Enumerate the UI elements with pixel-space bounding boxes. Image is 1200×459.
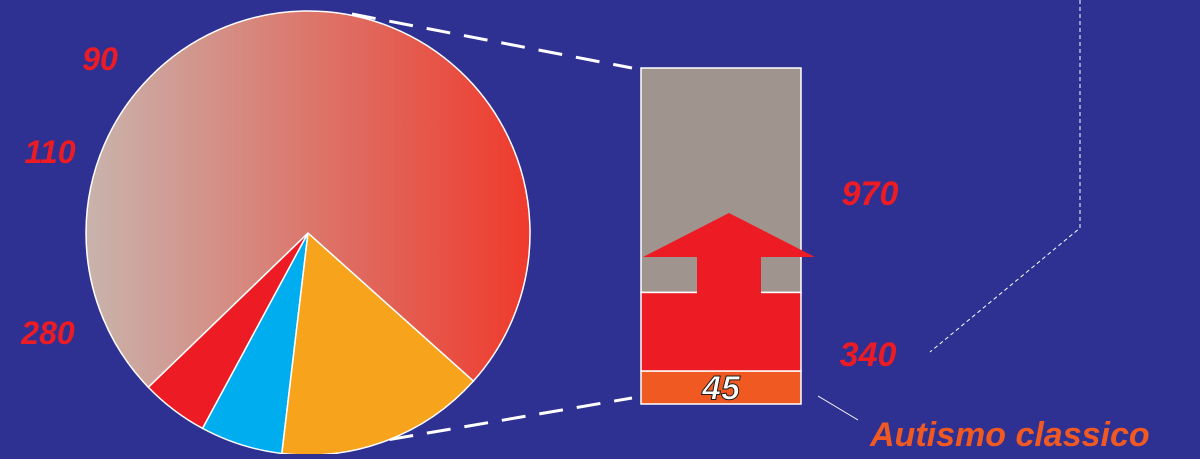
pie-label-110: 110: [24, 134, 75, 170]
pie-chart: [85, 10, 531, 456]
annotation-pointer: [817, 395, 859, 421]
pie-label-90: 90: [82, 41, 118, 77]
increase-arrow: [643, 213, 815, 313]
annotation-autismo-classico: Autismo classico: [869, 416, 1150, 454]
bracket-line: [929, 0, 1081, 353]
bar-label-340: 340: [840, 336, 897, 374]
connector-line-top: [351, 12, 633, 70]
bar-segment-45: [640, 370, 802, 405]
connector-line-bottom: [351, 396, 633, 448]
pie-label-280: 280: [20, 315, 75, 351]
bar-label-45: 45: [701, 370, 741, 408]
bar-labels: 45 340 970: [701, 175, 899, 408]
pie-labels: 90 110 280: [20, 41, 118, 351]
bar-label-970: 970: [842, 175, 899, 213]
pie-slice-remainder: [85, 10, 531, 389]
